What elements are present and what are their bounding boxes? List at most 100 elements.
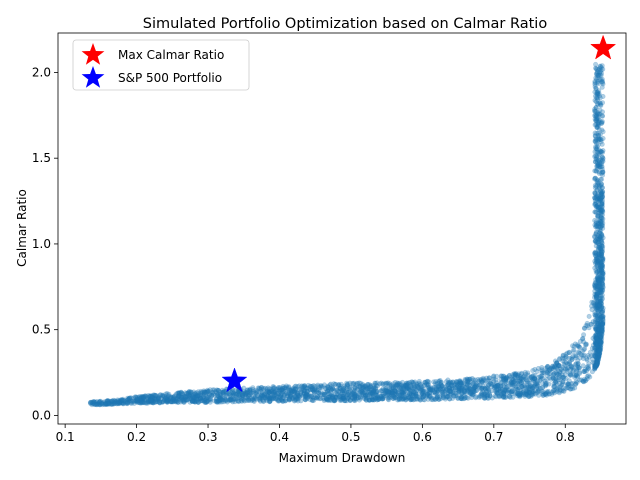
portfolio-point [596, 195, 602, 201]
portfolio-point [599, 170, 605, 176]
portfolio-point [592, 282, 598, 288]
portfolio-point [594, 354, 600, 360]
portfolio-point [594, 254, 600, 260]
portfolio-point [594, 236, 600, 242]
portfolio-point [363, 396, 369, 402]
portfolio-point [409, 379, 415, 385]
portfolio-point [598, 215, 604, 221]
portfolio-point [204, 387, 210, 393]
portfolio-point [139, 394, 145, 400]
portfolio-point [599, 161, 605, 167]
portfolio-point [596, 353, 602, 359]
portfolio-point [401, 389, 407, 395]
portfolio-point [560, 379, 566, 385]
portfolio-point [221, 389, 227, 395]
portfolio-point [593, 85, 599, 91]
portfolio-point [168, 395, 174, 401]
portfolio-point [453, 381, 459, 387]
portfolio-point [323, 385, 329, 391]
portfolio-point [140, 396, 146, 402]
portfolio-point [596, 351, 602, 357]
portfolio-point [550, 375, 556, 381]
portfolio-point [499, 373, 505, 379]
portfolio-point [367, 391, 373, 397]
portfolio-point [144, 394, 150, 400]
portfolio-point [592, 116, 598, 122]
portfolio-point [312, 389, 318, 395]
portfolio-point [589, 353, 595, 359]
portfolio-point [592, 317, 598, 323]
portfolio-point [532, 376, 538, 382]
portfolio-point [593, 283, 599, 289]
portfolio-point [593, 354, 599, 360]
portfolio-point [404, 386, 410, 392]
portfolio-point [371, 397, 377, 403]
portfolio-point [469, 395, 475, 401]
portfolio-point [258, 388, 264, 394]
portfolio-point [358, 380, 364, 386]
portfolio-point [360, 392, 366, 398]
y-axis-label: Calmar Ratio [15, 189, 29, 267]
portfolio-point [597, 347, 603, 353]
portfolio-point [344, 382, 350, 388]
x-tick-label-2: 0.3 [198, 430, 217, 444]
portfolio-point [454, 381, 460, 387]
portfolio-point [118, 397, 124, 403]
portfolio-point [369, 396, 375, 402]
portfolio-point [520, 374, 526, 380]
portfolio-point [145, 400, 151, 406]
portfolio-point [598, 287, 604, 293]
portfolio-point [513, 391, 519, 397]
portfolio-point [369, 397, 375, 403]
portfolio-point [594, 137, 600, 143]
portfolio-point [598, 340, 604, 346]
portfolio-point [417, 394, 423, 400]
portfolio-point [599, 327, 605, 333]
portfolio-point [223, 392, 229, 398]
portfolio-point [598, 202, 604, 208]
portfolio-point [598, 342, 604, 348]
portfolio-point [413, 391, 419, 397]
portfolio-point [189, 396, 195, 402]
portfolio-point [594, 293, 600, 299]
portfolio-point [250, 386, 256, 392]
portfolio-point [597, 290, 603, 296]
portfolio-point [511, 382, 517, 388]
portfolio-point [600, 270, 606, 276]
portfolio-point [390, 384, 396, 390]
portfolio-point [594, 263, 600, 269]
portfolio-point [595, 277, 601, 283]
portfolio-point [579, 348, 585, 354]
portfolio-point [127, 398, 133, 404]
portfolio-point [593, 99, 599, 105]
portfolio-point [295, 391, 301, 397]
portfolio-point [302, 385, 308, 391]
x-tick-label-0: 0.1 [56, 430, 75, 444]
portfolio-point [159, 396, 165, 402]
portfolio-point [526, 389, 532, 395]
portfolio-point [592, 80, 598, 86]
portfolio-point [406, 395, 412, 401]
portfolio-point [458, 395, 464, 401]
portfolio-point [436, 384, 442, 390]
portfolio-point [568, 363, 574, 369]
portfolio-point [550, 366, 556, 372]
portfolio-point [480, 375, 486, 381]
portfolio-point [471, 384, 477, 390]
portfolio-point [535, 383, 541, 389]
portfolio-point [596, 266, 602, 272]
portfolio-point [414, 393, 420, 399]
portfolio-point [560, 374, 566, 380]
x-axis-ticks: 0.1 0.2 0.3 0.4 0.5 0.6 0.7 0.8 [56, 424, 575, 444]
portfolio-point [531, 378, 537, 384]
portfolio-point [148, 396, 154, 402]
portfolio-point [317, 388, 323, 394]
portfolio-point [325, 394, 331, 400]
portfolio-point [480, 389, 486, 395]
portfolio-point [113, 399, 119, 405]
portfolio-point [243, 389, 249, 395]
portfolio-point [594, 284, 600, 290]
portfolio-point [210, 391, 216, 397]
portfolio-point [593, 112, 599, 118]
legend-label-max-calmar: Max Calmar Ratio [118, 48, 224, 62]
